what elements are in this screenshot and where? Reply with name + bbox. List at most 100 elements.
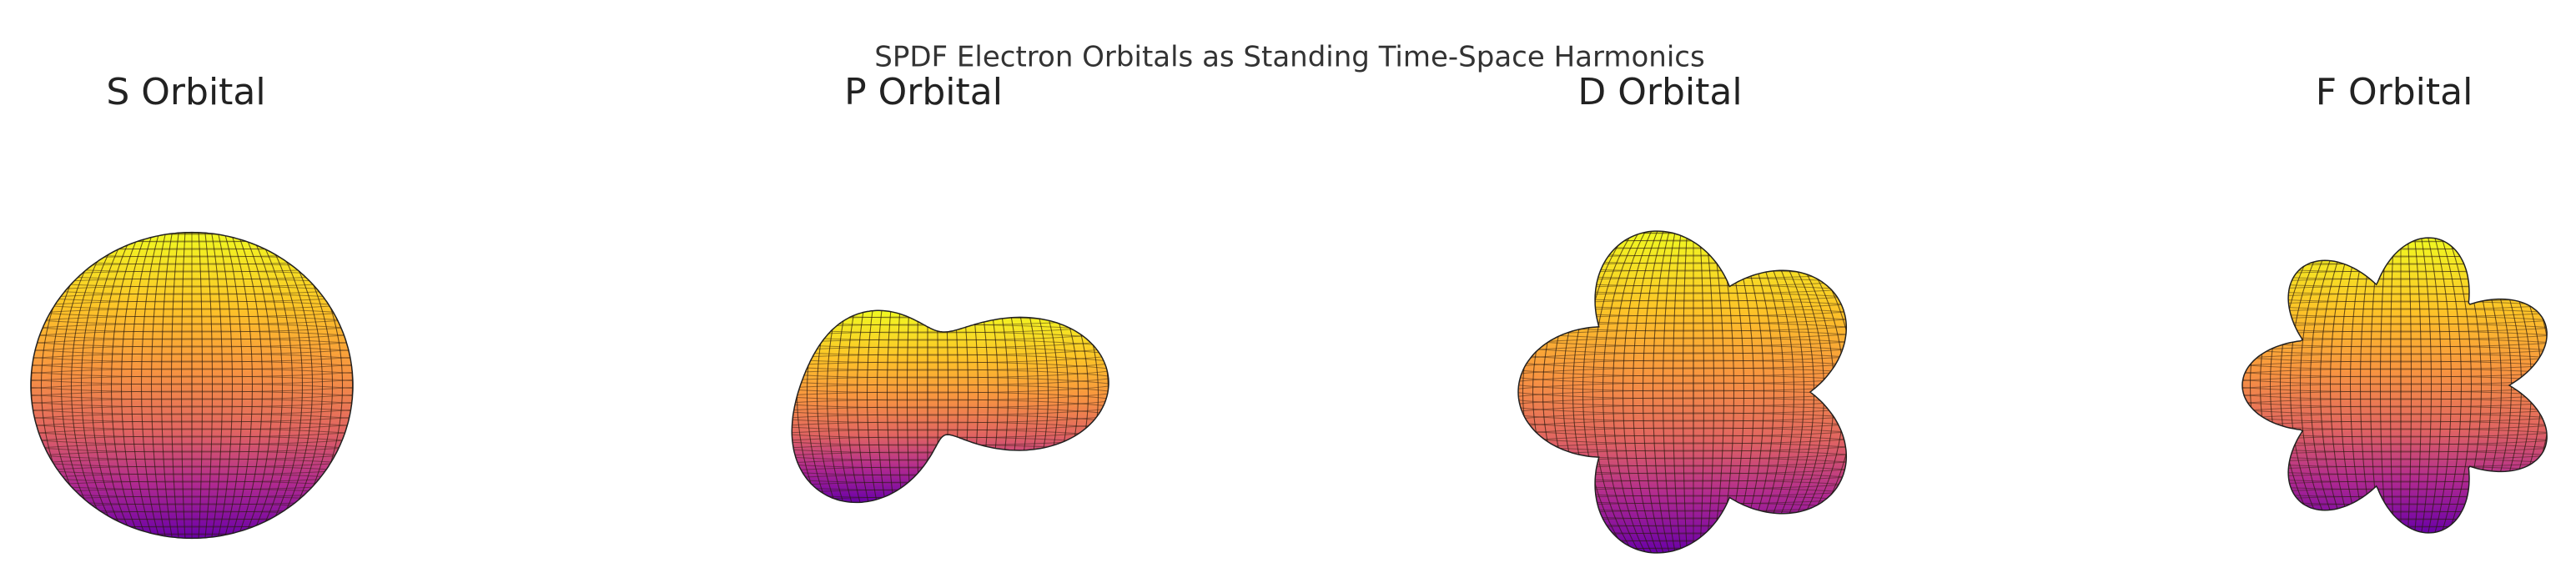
mesh-latitude bbox=[727, 557, 1128, 580]
mesh-latitude bbox=[31, 330, 353, 355]
mesh-latitude bbox=[2242, 375, 2548, 400]
panel-title: D Orbital bbox=[1577, 71, 1742, 113]
mesh-latitude bbox=[727, 197, 1128, 220]
panel-title: P Orbital bbox=[844, 71, 1003, 113]
mesh-meridian bbox=[792, 310, 1069, 503]
mesh-meridian bbox=[867, 310, 989, 503]
mesh-latitude bbox=[1518, 374, 1847, 400]
mesh-latitude bbox=[727, 264, 1128, 288]
mesh-meridian bbox=[101, 232, 283, 539]
mesh-meridian bbox=[1522, 231, 1847, 553]
mesh-latitude bbox=[31, 232, 353, 250]
mesh-meridian bbox=[792, 310, 1099, 503]
mesh-meridian bbox=[792, 310, 1079, 503]
mesh-latitude bbox=[2242, 518, 2548, 533]
mesh-latitude bbox=[0, 571, 392, 583]
mesh-latitude bbox=[1518, 262, 1847, 287]
mesh-latitude bbox=[792, 339, 1109, 364]
mesh-meridian bbox=[877, 310, 979, 503]
mesh-latitude bbox=[1518, 405, 1847, 430]
figure-title: SPDF Electron Orbitals as Standing Time-… bbox=[874, 41, 1704, 74]
mesh-meridian bbox=[1522, 231, 1847, 553]
mesh-latitude bbox=[1493, 203, 1894, 226]
mesh-latitude bbox=[31, 353, 353, 378]
mesh-latitude bbox=[727, 550, 1128, 573]
mesh-meridian bbox=[121, 232, 263, 539]
mesh-meridian bbox=[2310, 238, 2492, 533]
mesh-latitude bbox=[2242, 473, 2548, 498]
mesh-meridian bbox=[1663, 231, 1724, 553]
mesh-latitude bbox=[31, 368, 353, 393]
mesh-latitude bbox=[1518, 307, 1847, 332]
mesh-latitude bbox=[1518, 442, 1847, 467]
mesh-meridian bbox=[41, 232, 343, 539]
mesh-latitude bbox=[2242, 413, 2548, 438]
mesh-meridian bbox=[2250, 238, 2548, 533]
mesh-latitude bbox=[1518, 292, 1847, 317]
mesh-latitude bbox=[727, 257, 1128, 280]
mesh-latitude bbox=[2242, 293, 2548, 318]
mesh-latitude bbox=[2242, 278, 2548, 303]
mesh-latitude bbox=[1518, 247, 1847, 272]
mesh-meridian bbox=[2330, 238, 2472, 533]
mesh-meridian bbox=[1673, 231, 1714, 553]
mesh-latitude bbox=[0, 541, 392, 565]
mesh-latitude bbox=[792, 369, 1109, 394]
mesh-meridian bbox=[897, 310, 958, 503]
mesh-latitude bbox=[2242, 330, 2548, 355]
mesh-meridian bbox=[837, 310, 1019, 503]
mesh-meridian bbox=[2350, 238, 2452, 533]
mesh-latitude bbox=[31, 443, 353, 468]
mesh-latitude bbox=[727, 520, 1128, 543]
mesh-latitude bbox=[792, 310, 1109, 311]
mesh-meridian bbox=[171, 232, 213, 539]
mesh-latitude bbox=[1518, 427, 1847, 452]
mesh-latitude bbox=[2242, 458, 2548, 483]
mesh-latitude bbox=[1518, 254, 1847, 279]
mesh-latitude bbox=[727, 227, 1128, 250]
mesh-meridian bbox=[81, 232, 303, 539]
mesh-latitude bbox=[31, 293, 353, 318]
mesh-latitude bbox=[792, 354, 1109, 379]
mesh-latitude bbox=[2242, 353, 2548, 378]
mesh-latitude bbox=[2201, 571, 2576, 583]
mesh-meridian bbox=[41, 232, 343, 539]
mesh-latitude bbox=[2242, 360, 2548, 385]
mesh-latitude bbox=[792, 376, 1109, 401]
mesh-latitude bbox=[31, 495, 353, 520]
mesh-latitude bbox=[2242, 315, 2548, 340]
mesh-latitude bbox=[792, 429, 1109, 454]
mesh-meridian bbox=[837, 310, 1019, 503]
mesh-latitude bbox=[2242, 255, 2548, 280]
mesh-latitude bbox=[727, 535, 1128, 558]
mesh-meridian bbox=[61, 232, 323, 539]
mesh-meridian bbox=[792, 310, 1079, 503]
mesh-meridian bbox=[51, 232, 333, 539]
mesh-latitude bbox=[31, 473, 353, 498]
mesh-meridian bbox=[847, 310, 1009, 503]
mesh-latitude bbox=[1518, 284, 1847, 309]
mesh-latitude bbox=[1518, 314, 1847, 339]
mesh-latitude bbox=[1518, 344, 1847, 369]
mesh-meridian bbox=[2350, 238, 2452, 533]
mesh-latitude bbox=[792, 391, 1109, 416]
mesh-meridian bbox=[1633, 231, 1754, 553]
mesh-meridian bbox=[2370, 238, 2432, 533]
mesh-meridian bbox=[807, 310, 1049, 503]
mesh-meridian bbox=[151, 232, 233, 539]
mesh-latitude bbox=[31, 413, 353, 438]
mesh-latitude bbox=[792, 361, 1109, 386]
mesh-meridian bbox=[887, 310, 969, 503]
mesh-meridian bbox=[111, 232, 273, 539]
mesh-latitude bbox=[1493, 563, 1894, 583]
mesh-latitude bbox=[1518, 532, 1847, 553]
mesh-latitude bbox=[1518, 540, 1847, 553]
mesh-latitude bbox=[31, 263, 353, 288]
mesh-latitude bbox=[31, 435, 353, 460]
mesh-meridian bbox=[847, 310, 1009, 503]
mesh-latitude bbox=[31, 450, 353, 475]
mesh-latitude bbox=[727, 219, 1128, 243]
mesh-meridian bbox=[1613, 231, 1774, 553]
mesh-meridian bbox=[907, 310, 948, 503]
